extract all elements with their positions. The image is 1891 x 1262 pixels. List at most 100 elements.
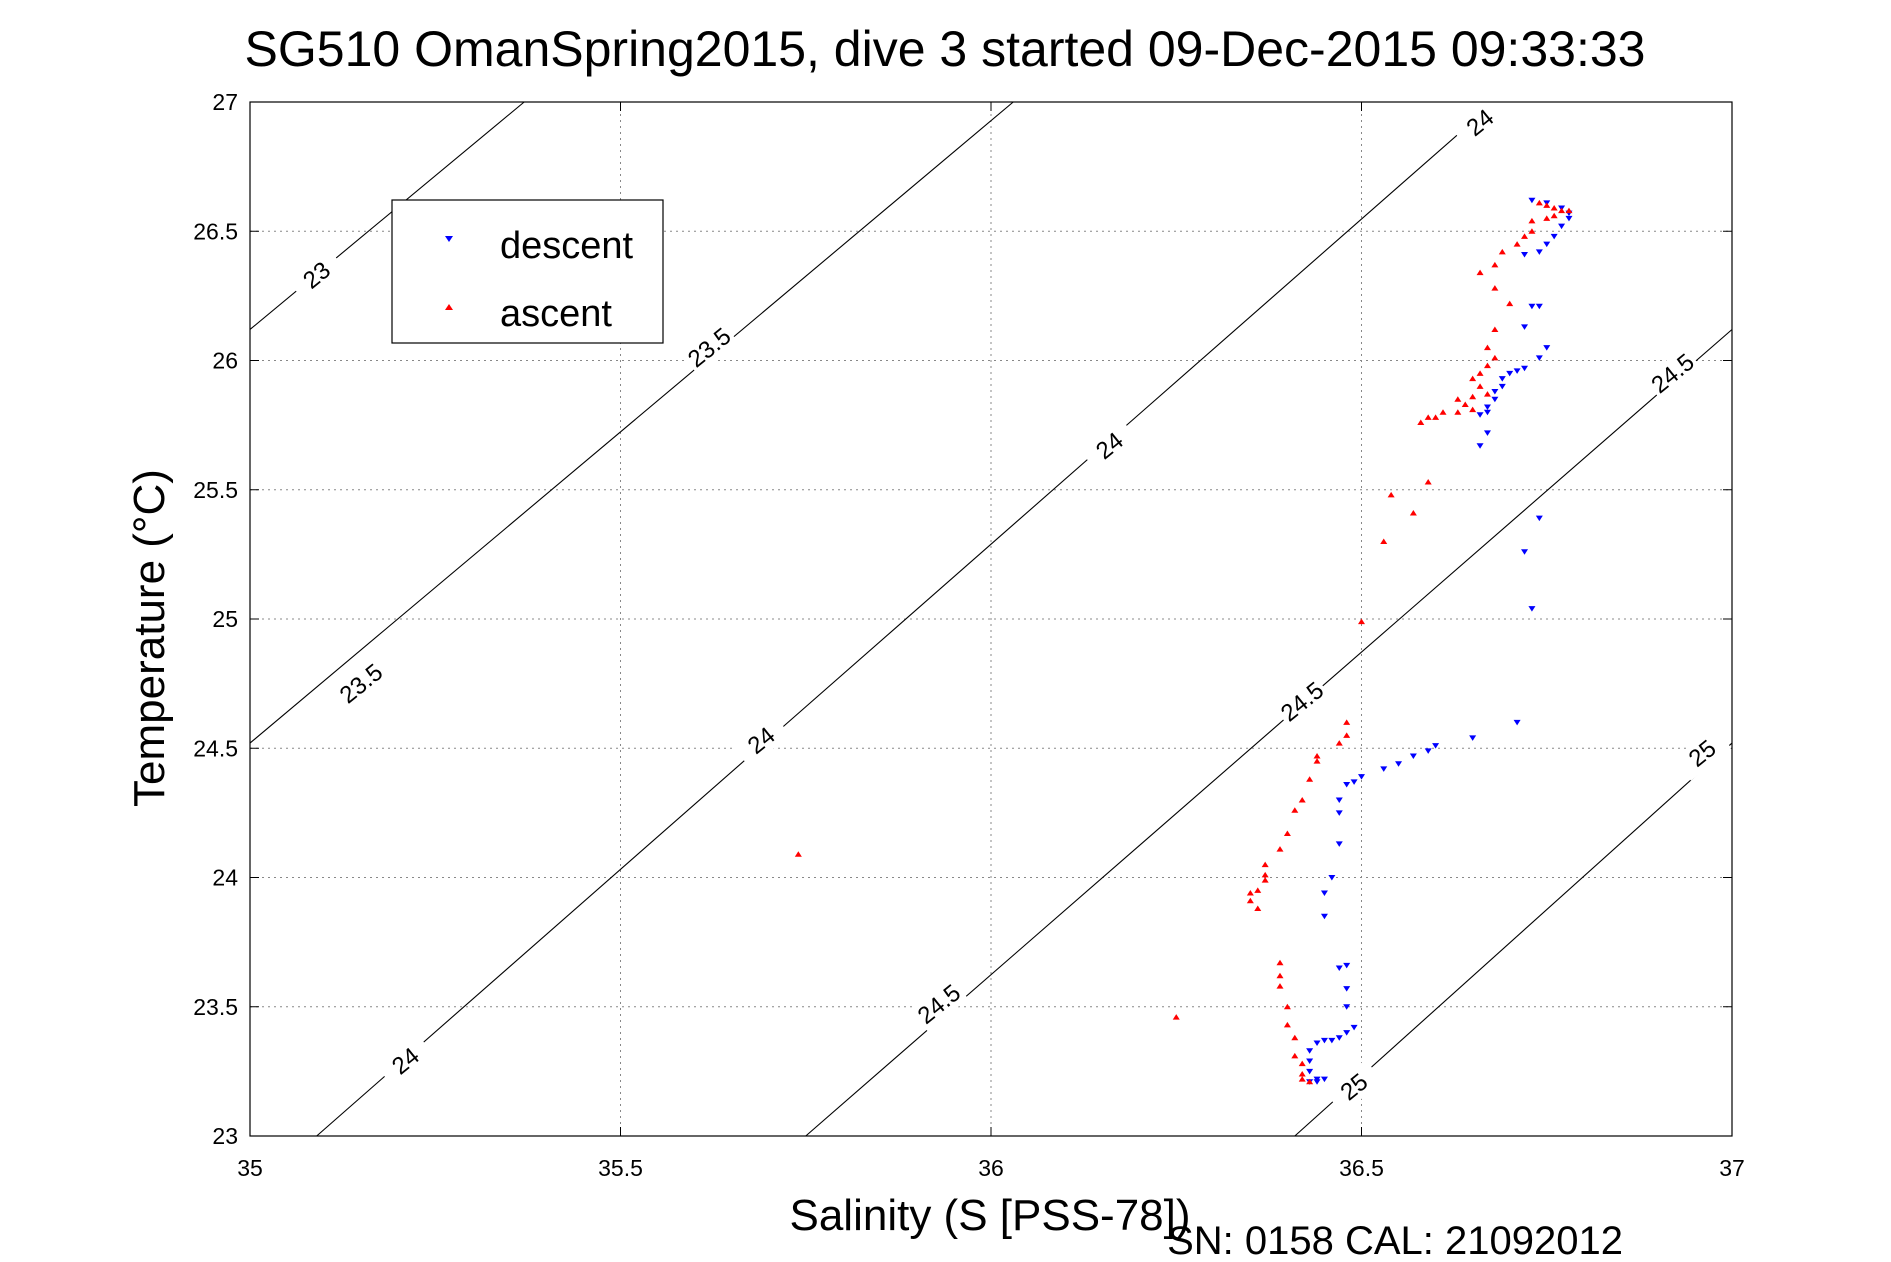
descent-point	[1565, 215, 1573, 222]
ascent-point	[1498, 248, 1506, 255]
descent-point	[1476, 443, 1484, 449]
ascent-point	[1380, 538, 1388, 544]
chart-title: SG510 OmanSpring2015, dive 3 started 09-…	[245, 21, 1646, 77]
contour-label-background	[1080, 418, 1139, 474]
plot-frame	[249, 101, 1733, 1137]
x-tick-labels: 35 35.5 36 36.5 37	[237, 1155, 1745, 1181]
contour-label-background	[1325, 1059, 1384, 1115]
ascent-point	[1491, 354, 1499, 361]
descent-point	[1380, 766, 1388, 772]
x-tick-label: 35.5	[598, 1155, 643, 1181]
descent-point	[1395, 761, 1403, 767]
ascent-point	[1476, 383, 1484, 389]
y-tick-label: 23	[212, 1123, 238, 1149]
serial-calibration-note: SN: 0158 CAL: 21092012	[1167, 1219, 1623, 1262]
descent-point	[1320, 1076, 1328, 1083]
y-tick-label: 26.5	[193, 218, 238, 244]
y-tick-label: 24.5	[193, 735, 238, 761]
descent-point	[1528, 197, 1536, 204]
descent-point	[1313, 1040, 1321, 1046]
ascent-point	[1298, 1076, 1306, 1082]
descent-point	[1409, 753, 1417, 760]
ascent-point	[1535, 199, 1543, 206]
legend-ascent-label: ascent	[500, 293, 612, 335]
descent-point	[1306, 1058, 1314, 1065]
ascent-point	[1276, 846, 1284, 852]
ascent-point	[1276, 972, 1284, 979]
ascent-point	[1543, 202, 1551, 208]
descent-point	[1483, 409, 1491, 416]
descent-point	[1343, 962, 1351, 969]
legend-descent-label: descent	[500, 225, 634, 267]
descent-point	[1350, 779, 1358, 785]
descent-point	[1535, 303, 1543, 310]
descent-point	[1343, 1004, 1351, 1010]
ascent-point	[1343, 732, 1351, 738]
descent-point	[1313, 1079, 1321, 1085]
descent-point	[1358, 774, 1365, 780]
descent-point	[1506, 370, 1514, 377]
ascent-point	[1335, 740, 1343, 746]
descent-point	[1521, 549, 1529, 555]
descent-point	[1320, 1037, 1328, 1044]
ascent-point	[1565, 207, 1573, 214]
descent-point	[1521, 252, 1529, 258]
ascent-point	[1521, 233, 1529, 239]
legend-ascent-marker	[445, 304, 453, 310]
ascent-point	[1313, 758, 1321, 764]
contour-label-background	[680, 320, 739, 375]
descent-point	[1335, 841, 1343, 847]
ascent-point	[1254, 905, 1262, 912]
descent-point	[1528, 303, 1536, 310]
contour-label-background	[287, 247, 346, 303]
ascent-point	[1558, 207, 1566, 214]
ascent-point	[1454, 409, 1462, 415]
legend-descent-marker	[445, 236, 453, 242]
ascent-point	[1409, 510, 1417, 516]
ascent-point	[1306, 776, 1314, 782]
ascent-point	[1261, 871, 1269, 878]
ascent-point	[1261, 861, 1269, 868]
descent-point	[1558, 223, 1566, 230]
contour-label-background	[376, 1033, 435, 1089]
descent-point	[1483, 404, 1491, 411]
contour-label-background	[1643, 346, 1702, 401]
ascent-point	[1424, 414, 1432, 420]
ascent-point	[1246, 890, 1254, 896]
ascent-point	[1283, 1003, 1291, 1010]
x-tick-label: 37	[1719, 1155, 1745, 1181]
ascent-point	[1528, 228, 1536, 234]
contour-label-background	[1673, 726, 1732, 781]
ascent-point	[1491, 285, 1499, 291]
ascent-point	[1454, 396, 1462, 402]
ascent-point	[1483, 344, 1491, 351]
ascent-point	[1313, 753, 1321, 759]
ascent-point	[1306, 1078, 1314, 1085]
y-tick-label: 25	[212, 606, 238, 632]
ascent-point	[1469, 406, 1477, 413]
ascent-point	[1291, 807, 1299, 813]
y-tick-label: 26	[212, 348, 238, 374]
x-tick-label: 35	[237, 1155, 263, 1181]
ascent-point	[794, 851, 802, 857]
y-tick-label: 24	[212, 865, 238, 891]
ascent-point	[1343, 719, 1351, 725]
descent-point	[1521, 324, 1529, 330]
ascent-point	[1491, 326, 1499, 332]
descent-point	[1491, 389, 1499, 395]
descent-point	[1343, 986, 1351, 992]
ascent-point	[1276, 983, 1284, 989]
descent-point	[1328, 1037, 1336, 1044]
x-tick-label: 36.5	[1339, 1155, 1384, 1181]
ascent-point	[1469, 393, 1477, 400]
descent-point	[1424, 748, 1432, 754]
ascent-point	[1298, 1070, 1306, 1077]
ascent-point	[1432, 414, 1440, 420]
descent-point	[1491, 396, 1499, 403]
descent-point	[1535, 355, 1543, 361]
density-contour-24	[316, 101, 1496, 1137]
descent-point	[1483, 430, 1491, 436]
ascent-point	[1469, 375, 1477, 382]
y-tick-label: 25.5	[193, 477, 238, 503]
